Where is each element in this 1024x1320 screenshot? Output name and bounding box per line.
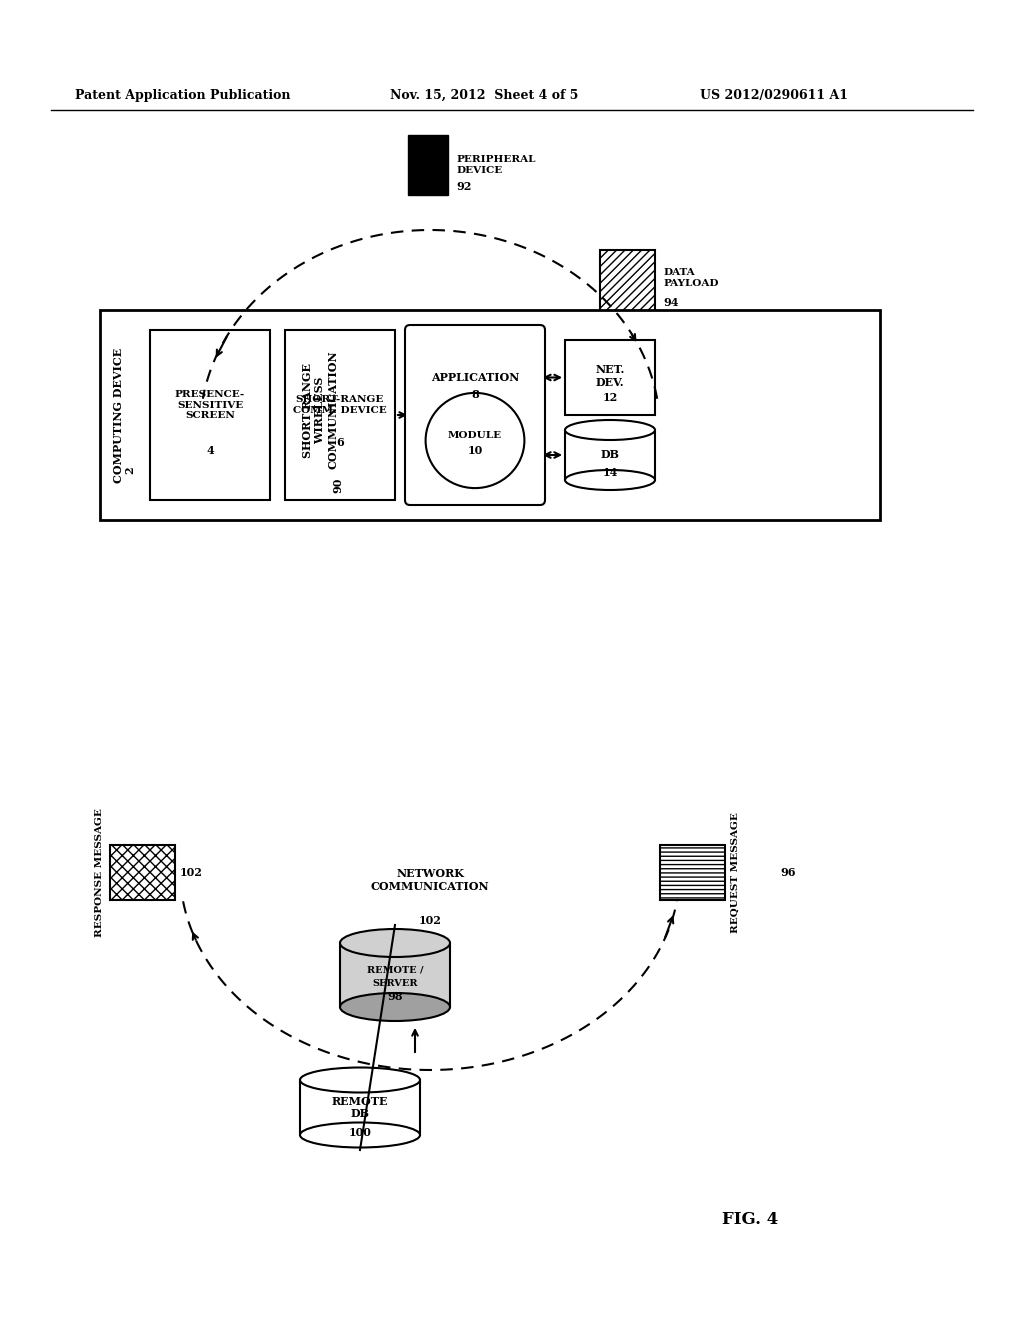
Text: NETWORK
COMMUNICATION: NETWORK COMMUNICATION xyxy=(371,869,489,892)
Ellipse shape xyxy=(565,420,655,440)
Bar xyxy=(565,341,655,414)
Text: DB: DB xyxy=(600,450,620,461)
Ellipse shape xyxy=(565,470,655,490)
Text: DATA
PAYLOAD: DATA PAYLOAD xyxy=(663,268,719,288)
Text: Nov. 15, 2012  Sheet 4 of 5: Nov. 15, 2012 Sheet 4 of 5 xyxy=(390,88,579,102)
Bar xyxy=(150,330,270,500)
Bar xyxy=(660,845,725,900)
Bar xyxy=(340,942,450,1007)
Text: SHORT RANGE
WIRELESS
COMMUNICATION: SHORT RANGE WIRELESS COMMUNICATION xyxy=(302,351,338,470)
Text: 102: 102 xyxy=(180,867,203,878)
Text: 6: 6 xyxy=(336,437,344,449)
Ellipse shape xyxy=(300,1068,420,1093)
Bar xyxy=(100,310,880,520)
Text: 4: 4 xyxy=(206,445,214,455)
Text: 102: 102 xyxy=(419,915,441,925)
Text: REQUEST MESSAGE: REQUEST MESSAGE xyxy=(730,812,739,933)
Text: PERIPHERAL
DEVICE: PERIPHERAL DEVICE xyxy=(456,156,536,174)
Text: 92: 92 xyxy=(456,181,471,193)
Text: Patent Application Publication: Patent Application Publication xyxy=(75,88,291,102)
Text: 14: 14 xyxy=(602,467,617,479)
Bar xyxy=(408,135,449,195)
Bar xyxy=(110,845,175,900)
Text: 94: 94 xyxy=(663,297,679,308)
Text: 2: 2 xyxy=(125,466,135,474)
Text: RESPONSE MESSAGE: RESPONSE MESSAGE xyxy=(95,808,104,937)
Bar xyxy=(285,330,395,500)
Text: 100: 100 xyxy=(348,1127,372,1138)
Ellipse shape xyxy=(340,993,450,1020)
Text: SERVER: SERVER xyxy=(373,978,418,987)
Text: 98: 98 xyxy=(387,991,402,1002)
Text: 12: 12 xyxy=(602,392,617,403)
Bar xyxy=(600,249,655,330)
FancyBboxPatch shape xyxy=(406,325,545,506)
Text: 10: 10 xyxy=(467,445,482,455)
Text: 96: 96 xyxy=(780,867,796,878)
Text: REMOTE
DB: REMOTE DB xyxy=(332,1096,388,1119)
Text: SHORT-RANGE
COMM. DEVICE: SHORT-RANGE COMM. DEVICE xyxy=(293,395,387,414)
Bar xyxy=(300,1080,420,1135)
Ellipse shape xyxy=(340,929,450,957)
Text: FIG. 4: FIG. 4 xyxy=(722,1212,778,1229)
Ellipse shape xyxy=(300,1122,420,1147)
Ellipse shape xyxy=(426,393,524,488)
Bar xyxy=(565,430,655,480)
Text: MODULE: MODULE xyxy=(447,432,502,440)
Text: 90: 90 xyxy=(333,478,343,492)
Text: REMOTE /: REMOTE / xyxy=(367,965,423,974)
Text: COMPUTING DEVICE: COMPUTING DEVICE xyxy=(113,347,124,483)
Text: DEV.: DEV. xyxy=(596,378,625,388)
Text: PRESENCE-
SENSITIVE
SCREEN: PRESENCE- SENSITIVE SCREEN xyxy=(175,391,245,420)
Text: NET.: NET. xyxy=(595,364,625,375)
Text: 8: 8 xyxy=(471,389,479,400)
Text: US 2012/0290611 A1: US 2012/0290611 A1 xyxy=(700,88,848,102)
Text: APPLICATION: APPLICATION xyxy=(431,372,519,383)
